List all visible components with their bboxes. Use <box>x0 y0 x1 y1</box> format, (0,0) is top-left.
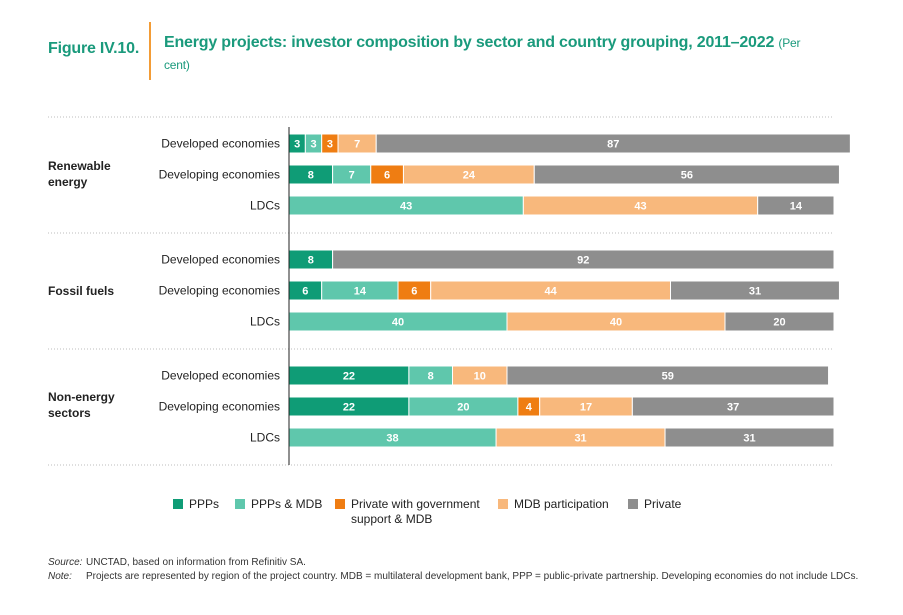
data-label-renewable-energy-developing-economies-mdb-participation: 24 <box>463 170 476 182</box>
data-label-non-energy-sectors-developing-economies-private-with-government-support-mdb: 4 <box>526 402 533 414</box>
row-label-non-energy-sectors-developed-economies: Developed economies <box>161 369 280 383</box>
figure-subtitle: (Per cent) <box>164 36 801 72</box>
bar-non-energy-sectors-developed-economies-private <box>506 365 830 386</box>
legend-swatch-ppps <box>173 499 183 509</box>
data-label-renewable-energy-developed-economies-ppps: 3 <box>294 139 300 151</box>
data-label-non-energy-sectors-developed-economies-ppps: 22 <box>343 371 355 383</box>
data-label-non-energy-sectors-ldcs-private: 31 <box>743 433 755 445</box>
legend-label-private-gov-mdb-line2: support & MDB <box>351 512 433 526</box>
bar-fossil-fuels-ldcs-private <box>724 311 835 332</box>
data-label-non-energy-sectors-developed-economies-private: 59 <box>662 371 674 383</box>
legend-item-mdb-participation: MDB participation <box>498 497 609 512</box>
figure-notes: Source: UNCTAD, based on information fro… <box>48 556 858 584</box>
bar-renewable-energy-developing-economies-private <box>533 164 840 185</box>
data-label-renewable-energy-developed-economies-private-with-government-support-mdb: 3 <box>327 139 333 151</box>
group-label-renewable-energy: Renewable energy <box>48 159 111 189</box>
legend-item-private-gov-mdb: Private with government support & MDB <box>335 497 480 527</box>
legend-label-mdb-participation: MDB participation <box>514 497 609 511</box>
title-divider <box>149 22 151 80</box>
data-label-non-energy-sectors-developed-economies-ppps-mdb: 8 <box>428 371 434 383</box>
figure-title-text: Energy projects: investor composition by… <box>164 34 775 51</box>
row-label-renewable-energy-developed-economies: Developed economies <box>161 137 280 151</box>
legend-label-private: Private <box>644 497 682 511</box>
row-label-fossil-fuels-developed-economies: Developed economies <box>161 253 280 267</box>
figure-title: Energy projects: investor composition by… <box>164 32 804 76</box>
data-label-renewable-energy-ldcs-ppps-mdb: 43 <box>400 201 412 213</box>
data-label-non-energy-sectors-ldcs-ppps-mdb: 38 <box>386 433 398 445</box>
data-label-non-energy-sectors-developed-economies-mdb-participation: 10 <box>474 371 486 383</box>
data-label-renewable-energy-developed-economies-private: 87 <box>607 139 619 151</box>
source-text: UNCTAD, based on information from Refini… <box>86 557 306 568</box>
data-label-renewable-energy-developed-economies-mdb-participation: 7 <box>354 139 360 151</box>
bar-renewable-energy-developed-economies-private <box>375 133 851 154</box>
group-label-fossil-fuels: Fossil fuels <box>48 284 114 298</box>
data-label-renewable-energy-ldcs-mdb-participation: 43 <box>634 201 646 213</box>
data-label-renewable-energy-developing-economies-ppps-mdb: 7 <box>349 170 355 182</box>
data-label-fossil-fuels-ldcs-ppps-mdb: 40 <box>392 317 404 329</box>
data-label-fossil-fuels-developing-economies-private: 31 <box>749 286 761 298</box>
legend-label-ppps: PPPs <box>189 497 220 511</box>
row-label-fossil-fuels-developing-economies: Developing economies <box>159 284 280 298</box>
group-label-non-energy-sectors: Non-energy sectors <box>48 390 115 420</box>
data-label-renewable-energy-developing-economies-ppps: 8 <box>308 170 314 182</box>
bar-fossil-fuels-developing-economies-private <box>670 280 840 301</box>
bar-fossil-fuels-developed-economies-private <box>332 249 835 270</box>
data-label-fossil-fuels-ldcs-mdb-participation: 40 <box>610 317 622 329</box>
data-label-non-energy-sectors-developing-economies-ppps: 22 <box>343 402 355 414</box>
legend-label-private-gov-mdb: Private with government support & MDB <box>351 497 480 527</box>
footnote: Note: Projects are represented by region… <box>48 570 858 584</box>
data-label-fossil-fuels-developed-economies-ppps: 8 <box>308 255 314 267</box>
data-label-fossil-fuels-developing-economies-ppps-mdb: 14 <box>354 286 367 298</box>
source-note: Source: UNCTAD, based on information fro… <box>48 556 858 570</box>
note-text: Projects are represented by region of th… <box>86 571 859 582</box>
row-label-non-energy-sectors-ldcs: LDCs <box>250 431 280 445</box>
data-label-non-energy-sectors-ldcs-mdb-participation: 31 <box>574 433 586 445</box>
data-label-fossil-fuels-developed-economies-private: 92 <box>577 255 589 267</box>
data-label-fossil-fuels-developing-economies-ppps: 6 <box>302 286 308 298</box>
data-label-fossil-fuels-developing-economies-private-with-government-support-mdb: 6 <box>411 286 417 298</box>
legend-swatch-private-gov-mdb <box>335 499 345 509</box>
row-label-non-energy-sectors-developing-economies: Developing economies <box>159 400 280 414</box>
source-key: Source: <box>48 557 83 568</box>
data-label-non-energy-sectors-developing-economies-mdb-participation: 17 <box>580 402 592 414</box>
legend-label-private-gov-mdb-line1: Private with government <box>351 497 480 511</box>
row-label-renewable-energy-developing-economies: Developing economies <box>159 168 280 182</box>
data-label-renewable-energy-ldcs-private: 14 <box>790 201 803 213</box>
legend-label-ppps-mdb: PPPs & MDB <box>251 497 323 511</box>
legend-swatch-mdb-participation <box>498 499 508 509</box>
legend-item-ppps: PPPs <box>173 497 219 512</box>
legend-item-private: Private <box>628 497 681 512</box>
row-label-fossil-fuels-ldcs: LDCs <box>250 315 280 329</box>
legend-swatch-private <box>628 499 638 509</box>
data-label-non-energy-sectors-developing-economies-private: 37 <box>727 402 739 414</box>
legend-item-ppps-mdb: PPPs & MDB <box>235 497 322 512</box>
legend-swatch-ppps-mdb <box>235 499 245 509</box>
figure-label: Figure IV.10. <box>48 40 140 57</box>
bar-renewable-energy-ldcs-private <box>757 195 835 216</box>
row-label-renewable-energy-ldcs: LDCs <box>250 199 280 213</box>
bar-non-energy-sectors-ldcs-private <box>664 427 835 448</box>
data-label-fossil-fuels-developing-economies-mdb-participation: 44 <box>544 286 557 298</box>
data-label-renewable-energy-developing-economies-private: 56 <box>681 170 693 182</box>
data-label-fossil-fuels-ldcs-private: 20 <box>773 317 785 329</box>
note-key: Note: <box>48 571 72 582</box>
data-label-renewable-energy-developing-economies-private-with-government-support-mdb: 6 <box>384 170 390 182</box>
data-label-non-energy-sectors-developing-economies-ppps-mdb: 20 <box>457 402 469 414</box>
data-label-renewable-energy-developed-economies-ppps-mdb: 3 <box>310 139 316 151</box>
bar-non-energy-sectors-developing-economies-private <box>631 396 835 417</box>
